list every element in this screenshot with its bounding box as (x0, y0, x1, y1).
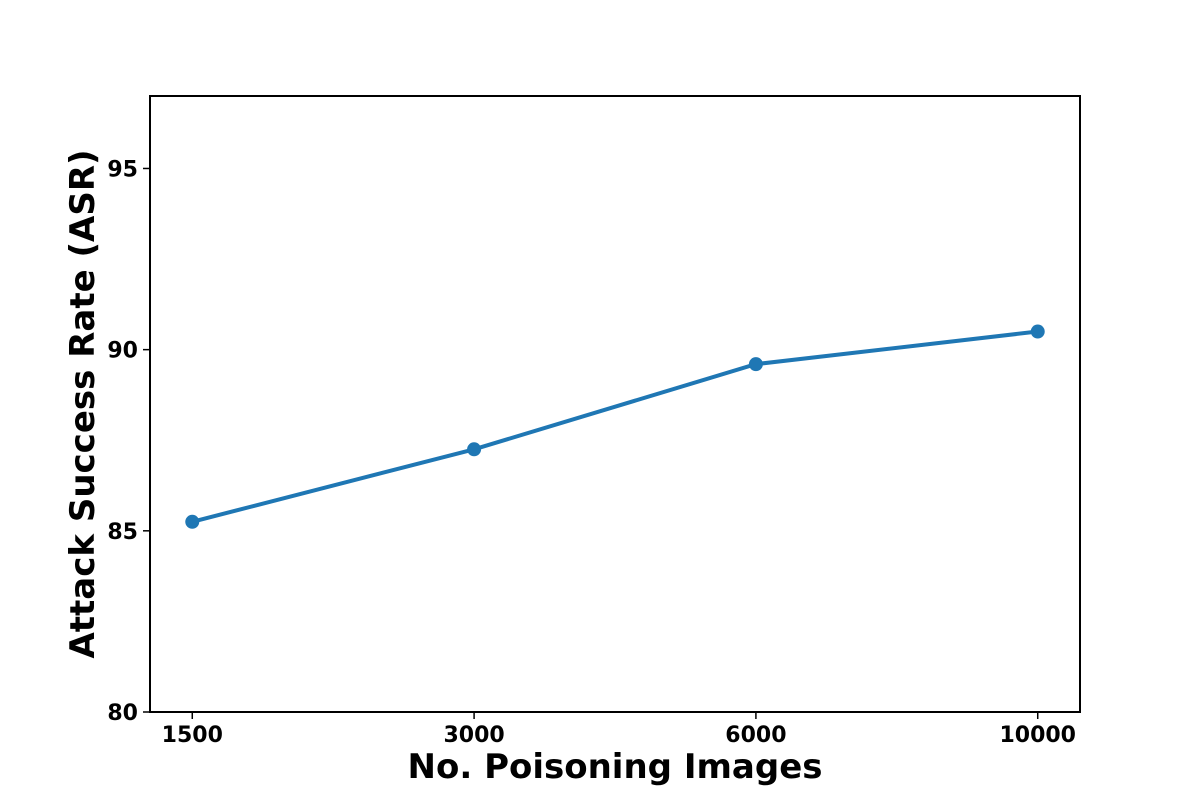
y-tick-label: 90 (107, 339, 138, 364)
marker (467, 442, 482, 457)
x-tick-label: 10000 (999, 723, 1076, 748)
y-tick-label: 85 (107, 520, 138, 545)
x-tick-label: 1500 (162, 723, 223, 748)
x-tick-label: 3000 (443, 723, 504, 748)
y-tick-label: 80 (107, 701, 138, 726)
marker (748, 357, 763, 372)
y-axis-label: Attack Success Rate (ASR) (63, 149, 103, 658)
x-axis-label: No. Poisoning Images (408, 747, 823, 787)
marker (1030, 324, 1045, 339)
plot-frame (149, 95, 1081, 713)
marker (185, 514, 200, 529)
x-tick-label: 6000 (725, 723, 786, 748)
line (191, 329, 1038, 524)
y-tick-label: 95 (107, 157, 138, 182)
